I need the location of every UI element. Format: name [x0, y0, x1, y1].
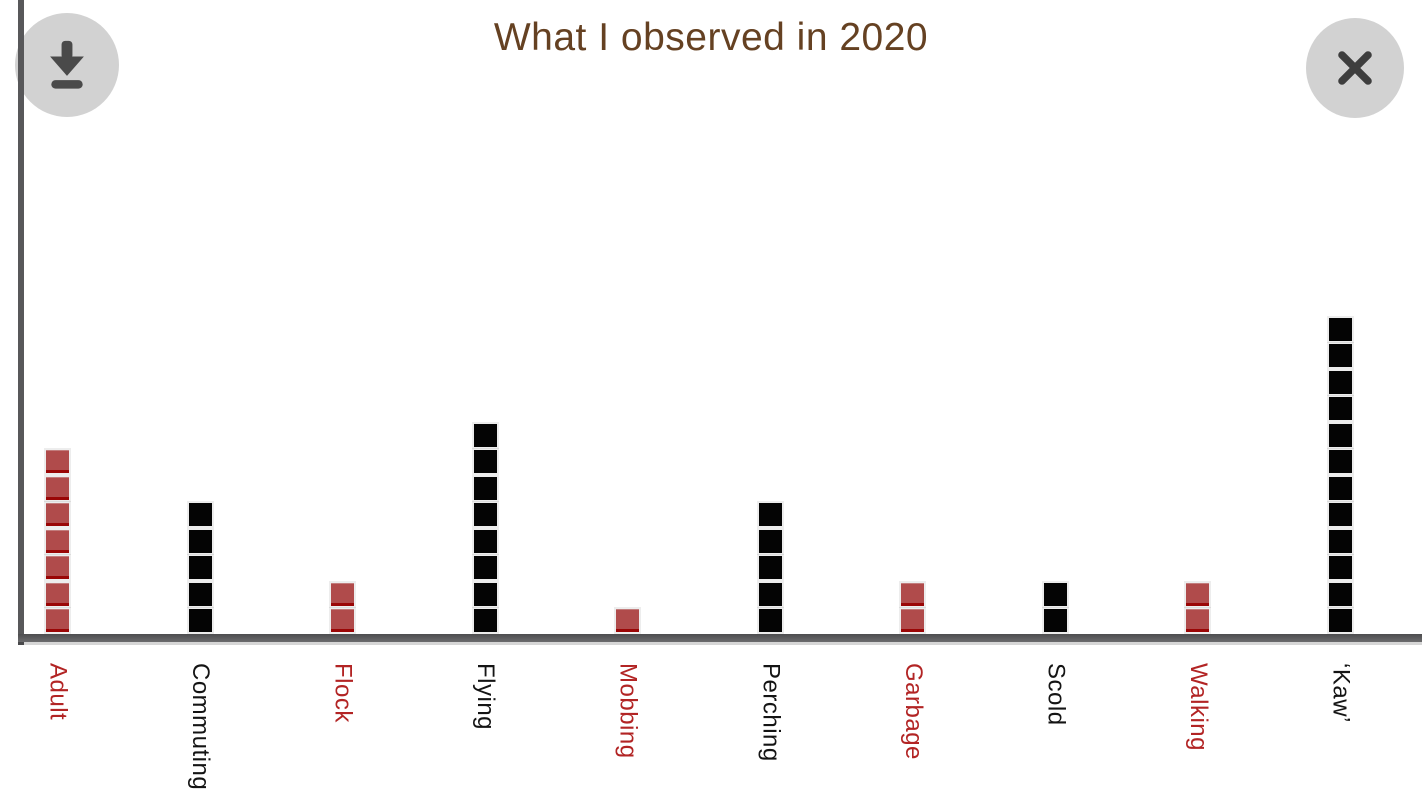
x-axis-label-flying: Flying — [472, 663, 500, 731]
observation-square — [901, 609, 925, 632]
observation-square — [1328, 317, 1352, 341]
bar-column-flying — [473, 423, 497, 632]
observation-square — [473, 609, 497, 632]
x-axis-label-perching: Perching — [757, 663, 785, 762]
close-button[interactable] — [1306, 18, 1404, 118]
observation-square — [46, 503, 69, 526]
bar-column-perching — [758, 503, 782, 632]
x-axis-label-mobbing: Mobbing — [614, 663, 642, 759]
observation-square — [758, 529, 782, 553]
observation-square — [1186, 582, 1210, 606]
observation-square — [1328, 476, 1352, 500]
observation-square — [1043, 582, 1067, 606]
download-button[interactable] — [15, 13, 119, 117]
observation-square — [331, 582, 355, 606]
observation-square — [473, 423, 497, 447]
y-axis-line — [18, 0, 24, 645]
observation-square — [473, 450, 497, 473]
observation-square — [188, 503, 212, 526]
observation-square — [616, 609, 640, 632]
close-icon — [1338, 51, 1372, 85]
bar-column-flock — [331, 582, 355, 632]
observation-square — [473, 582, 497, 606]
observation-square — [1328, 609, 1352, 632]
bar-column-walking — [1186, 582, 1210, 632]
download-icon — [50, 40, 84, 89]
observation-square — [46, 556, 69, 579]
observation-square — [1328, 450, 1352, 473]
x-axis-label-garbage: Garbage — [899, 663, 927, 760]
bar-column-mobbing — [616, 609, 640, 632]
observation-square — [1186, 609, 1210, 632]
observation-square — [1328, 344, 1352, 367]
observation-square — [46, 609, 69, 632]
bar-column-kaw — [1328, 317, 1352, 632]
x-axis-line — [18, 634, 1422, 642]
observation-square — [188, 529, 212, 553]
x-axis-label-commuting: Commuting — [187, 663, 215, 791]
observation-square — [46, 582, 69, 606]
observation-square — [758, 609, 782, 632]
bar-column-adult — [46, 450, 69, 632]
x-axis-label-flock: Flock — [329, 663, 357, 723]
observation-square — [331, 609, 355, 632]
observation-square — [1328, 397, 1352, 420]
observation-square — [758, 503, 782, 526]
x-axis-label-adult: Adult — [44, 663, 72, 721]
observation-square — [1328, 556, 1352, 579]
observation-square — [46, 476, 69, 500]
observation-square — [46, 450, 69, 473]
observation-square — [473, 556, 497, 579]
observation-square — [473, 529, 497, 553]
observation-square — [901, 582, 925, 606]
observation-square — [1328, 370, 1352, 394]
x-axis-label-scold: Scold — [1042, 663, 1070, 726]
observation-square — [188, 582, 212, 606]
observation-square — [46, 529, 69, 553]
observation-square — [1043, 609, 1067, 632]
observation-square — [1328, 582, 1352, 606]
observation-square — [473, 476, 497, 500]
bar-column-scold — [1043, 582, 1067, 632]
observation-square — [473, 503, 497, 526]
observation-square — [1328, 503, 1352, 526]
observation-square — [1328, 529, 1352, 553]
observation-square — [1328, 423, 1352, 447]
bar-column-commuting — [188, 503, 212, 632]
x-axis-label-kaw: ‘Kaw’ — [1327, 663, 1355, 723]
observation-square — [758, 556, 782, 579]
observation-square — [188, 609, 212, 632]
x-axis-label-walking: Walking — [1184, 663, 1212, 751]
observation-square — [758, 582, 782, 606]
observation-square — [188, 556, 212, 579]
page-title: What I observed in 2020 — [493, 16, 929, 59]
bar-column-garbage — [901, 582, 925, 632]
